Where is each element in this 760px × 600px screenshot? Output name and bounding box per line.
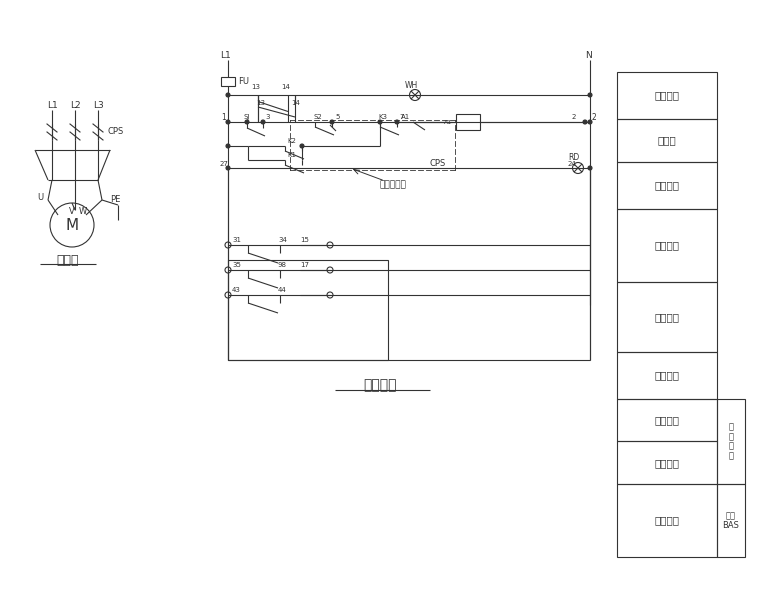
Text: L3: L3 (93, 100, 104, 109)
Text: U: U (37, 193, 43, 202)
Text: 7: 7 (399, 114, 404, 120)
Text: 3: 3 (265, 114, 270, 120)
Text: 控制电源: 控制电源 (654, 91, 679, 101)
Text: L1: L1 (47, 100, 58, 109)
Bar (617, 209, 717, 282)
Circle shape (225, 242, 231, 248)
Text: 31: 31 (232, 237, 241, 243)
Circle shape (330, 120, 334, 124)
Text: FU: FU (238, 77, 249, 86)
Text: K2: K2 (287, 138, 296, 144)
Bar (617, 442, 717, 484)
Text: 13: 13 (252, 84, 261, 90)
Bar (221, 77, 235, 86)
Text: 变回
BAS: 变回 BAS (723, 511, 739, 530)
Circle shape (226, 268, 230, 272)
Text: 变
消
防
室: 变 消 防 室 (729, 422, 733, 460)
Text: WH: WH (404, 80, 418, 89)
Circle shape (226, 144, 230, 148)
Bar (717, 484, 745, 557)
Bar (617, 72, 717, 119)
Text: 主回路: 主回路 (57, 253, 79, 266)
Circle shape (583, 120, 587, 124)
Text: 35: 35 (232, 262, 241, 268)
Text: N: N (585, 50, 592, 59)
Text: 44: 44 (278, 287, 287, 293)
Text: CPS: CPS (108, 127, 124, 136)
Bar (617, 119, 717, 162)
Text: 运行信号: 运行信号 (654, 515, 679, 526)
Circle shape (226, 120, 230, 124)
Text: W: W (79, 208, 87, 217)
Circle shape (225, 292, 231, 298)
Text: PE: PE (110, 196, 120, 205)
Circle shape (327, 292, 333, 298)
Text: V: V (69, 208, 74, 217)
Text: A1: A1 (401, 114, 410, 120)
Text: 17: 17 (300, 262, 309, 268)
Circle shape (245, 120, 249, 124)
Text: 手动控制: 手动控制 (654, 241, 679, 250)
Text: 电源指示: 电源指示 (654, 181, 679, 190)
Circle shape (50, 203, 94, 247)
Bar (617, 484, 717, 557)
Text: CPS: CPS (430, 160, 446, 169)
Circle shape (588, 166, 592, 170)
Circle shape (572, 163, 584, 173)
Text: 14: 14 (291, 100, 300, 106)
Bar (228, 260, 388, 360)
Bar (717, 399, 745, 484)
Circle shape (588, 93, 592, 97)
Circle shape (327, 267, 333, 273)
Text: 98: 98 (278, 262, 287, 268)
Text: 34: 34 (278, 237, 287, 243)
Text: 火灾起动: 火灾起动 (654, 312, 679, 322)
Text: 43: 43 (232, 287, 241, 293)
Text: 故障信号: 故障信号 (654, 458, 679, 467)
Text: M: M (65, 217, 78, 232)
Circle shape (300, 144, 304, 148)
Circle shape (226, 243, 230, 247)
Text: 13: 13 (256, 100, 265, 106)
Circle shape (261, 120, 265, 124)
Text: K3: K3 (378, 114, 387, 120)
Text: 15: 15 (300, 237, 309, 243)
Text: L2: L2 (70, 100, 81, 109)
Circle shape (327, 242, 333, 248)
Text: 控制原理: 控制原理 (363, 378, 397, 392)
Text: 14: 14 (281, 84, 290, 90)
Text: K1: K1 (287, 152, 296, 158)
Circle shape (395, 120, 399, 124)
Circle shape (588, 120, 592, 124)
Text: 运行信号: 运行信号 (654, 415, 679, 425)
Text: 24: 24 (568, 161, 577, 167)
Circle shape (378, 120, 382, 124)
Text: L1: L1 (220, 50, 231, 59)
Circle shape (410, 89, 420, 100)
Bar (617, 162, 717, 209)
Circle shape (225, 267, 231, 273)
Bar (456, 114, 480, 130)
Text: 运行指示: 运行指示 (654, 370, 679, 380)
Circle shape (226, 166, 230, 170)
Text: RD: RD (568, 154, 580, 163)
Text: SJ: SJ (244, 114, 250, 120)
Text: A1: A1 (444, 121, 452, 125)
Bar (617, 352, 717, 399)
Text: 5: 5 (335, 114, 340, 120)
Bar (617, 399, 717, 442)
Text: S2: S2 (313, 114, 321, 120)
Text: 2: 2 (572, 114, 576, 120)
Circle shape (226, 293, 230, 297)
Text: 燕断器: 燕断器 (657, 136, 676, 145)
Text: 弱电切换盒: 弱电切换盒 (380, 181, 407, 190)
Text: 27: 27 (220, 161, 229, 167)
Text: 1: 1 (221, 113, 226, 122)
Circle shape (226, 93, 230, 97)
Text: 2: 2 (592, 113, 597, 122)
Bar (617, 282, 717, 352)
